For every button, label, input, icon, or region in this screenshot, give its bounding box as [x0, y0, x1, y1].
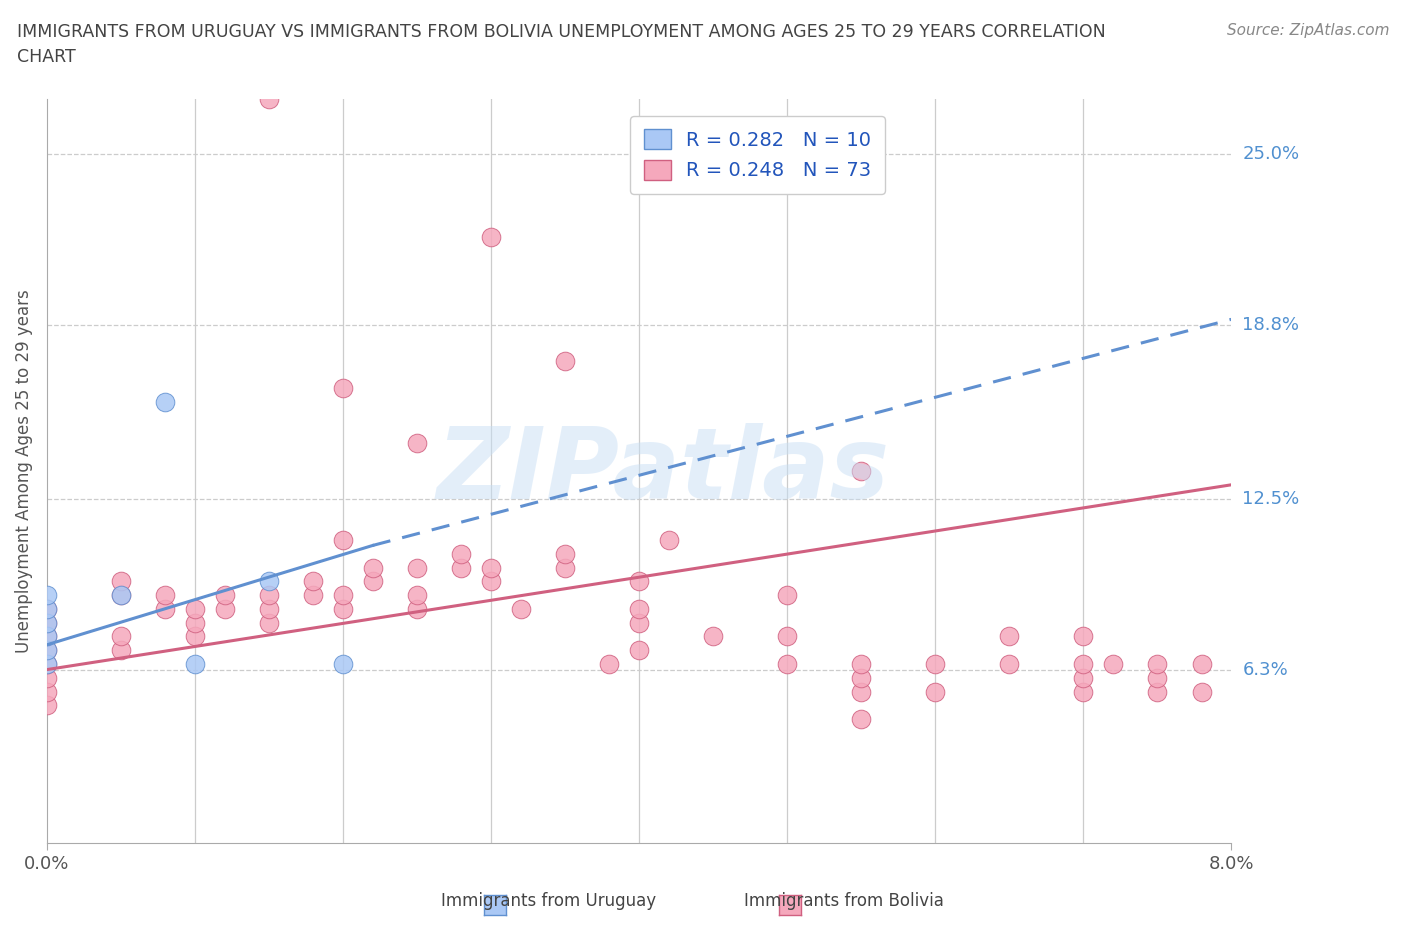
Point [332, 533, 354, 548]
Text: Source: ZipAtlas.com: Source: ZipAtlas.com [1226, 23, 1389, 38]
Point [110, 629, 132, 644]
Point [35, 657, 58, 671]
Point [776, 629, 799, 644]
Point [155, 588, 177, 603]
Point [1101, 657, 1123, 671]
Point [554, 353, 576, 368]
Point [1191, 657, 1213, 671]
Point [479, 560, 502, 575]
Point [776, 588, 799, 603]
Point [450, 546, 472, 561]
Point [35, 629, 58, 644]
Point [658, 533, 681, 548]
Point [776, 657, 799, 671]
Point [35, 616, 58, 631]
Point [184, 657, 207, 671]
Point [214, 602, 236, 617]
Point [302, 574, 325, 589]
Point [184, 629, 207, 644]
Text: IMMIGRANTS FROM URUGUAY VS IMMIGRANTS FROM BOLIVIA UNEMPLOYMENT AMONG AGES 25 TO: IMMIGRANTS FROM URUGUAY VS IMMIGRANTS FR… [17, 23, 1105, 66]
Point [110, 574, 132, 589]
Point [598, 657, 620, 671]
Point [35, 643, 58, 658]
Point [361, 574, 384, 589]
Point [554, 560, 576, 575]
Point [1071, 629, 1094, 644]
Point [332, 602, 354, 617]
Text: 6.3%: 6.3% [1243, 660, 1288, 679]
Point [849, 463, 872, 478]
Point [406, 602, 429, 617]
Point [110, 588, 132, 603]
Legend: R = 0.282   N = 10, R = 0.248   N = 73: R = 0.282 N = 10, R = 0.248 N = 73 [630, 116, 884, 193]
Point [1146, 671, 1168, 685]
Text: 25.0%: 25.0% [1243, 145, 1299, 163]
Point [628, 602, 651, 617]
Point [35, 657, 58, 671]
Point [257, 616, 280, 631]
Point [35, 616, 58, 631]
Point [35, 629, 58, 644]
Point [184, 602, 207, 617]
Text: ZIPatlas: ZIPatlas [436, 422, 890, 520]
Point [35, 588, 58, 603]
Point [214, 588, 236, 603]
Point [924, 684, 946, 699]
Point [1146, 657, 1168, 671]
Y-axis label: Unemployment Among Ages 25 to 29 years: Unemployment Among Ages 25 to 29 years [15, 289, 32, 653]
Text: Immigrants from Uruguay: Immigrants from Uruguay [440, 892, 657, 910]
Point [998, 657, 1021, 671]
Point [1191, 684, 1213, 699]
Point [1071, 684, 1094, 699]
Point [35, 602, 58, 617]
Point [35, 698, 58, 713]
Point [35, 684, 58, 699]
Text: 12.5%: 12.5% [1243, 489, 1299, 508]
Point [849, 671, 872, 685]
Point [35, 671, 58, 685]
Point [332, 381, 354, 396]
Point [257, 602, 280, 617]
Point [155, 602, 177, 617]
Point [849, 711, 872, 726]
Point [332, 657, 354, 671]
Point [998, 629, 1021, 644]
Point [332, 588, 354, 603]
Point [509, 602, 531, 617]
Point [35, 643, 58, 658]
Point [257, 91, 280, 106]
Point [406, 588, 429, 603]
Point [450, 560, 472, 575]
Point [1071, 671, 1094, 685]
Text: 18.8%: 18.8% [1243, 316, 1299, 334]
Point [184, 616, 207, 631]
Point [554, 546, 576, 561]
Point [479, 574, 502, 589]
Point [155, 394, 177, 409]
Point [702, 629, 724, 644]
Point [361, 560, 384, 575]
Point [35, 602, 58, 617]
Point [1146, 684, 1168, 699]
Point [406, 560, 429, 575]
Point [110, 588, 132, 603]
Point [479, 229, 502, 244]
Point [257, 588, 280, 603]
Point [257, 574, 280, 589]
Point [110, 643, 132, 658]
Point [849, 684, 872, 699]
Point [924, 657, 946, 671]
Point [628, 643, 651, 658]
Point [849, 657, 872, 671]
Point [406, 436, 429, 451]
Point [628, 574, 651, 589]
Point [1071, 657, 1094, 671]
Point [628, 616, 651, 631]
Point [302, 588, 325, 603]
Text: Immigrants from Bolivia: Immigrants from Bolivia [744, 892, 943, 910]
